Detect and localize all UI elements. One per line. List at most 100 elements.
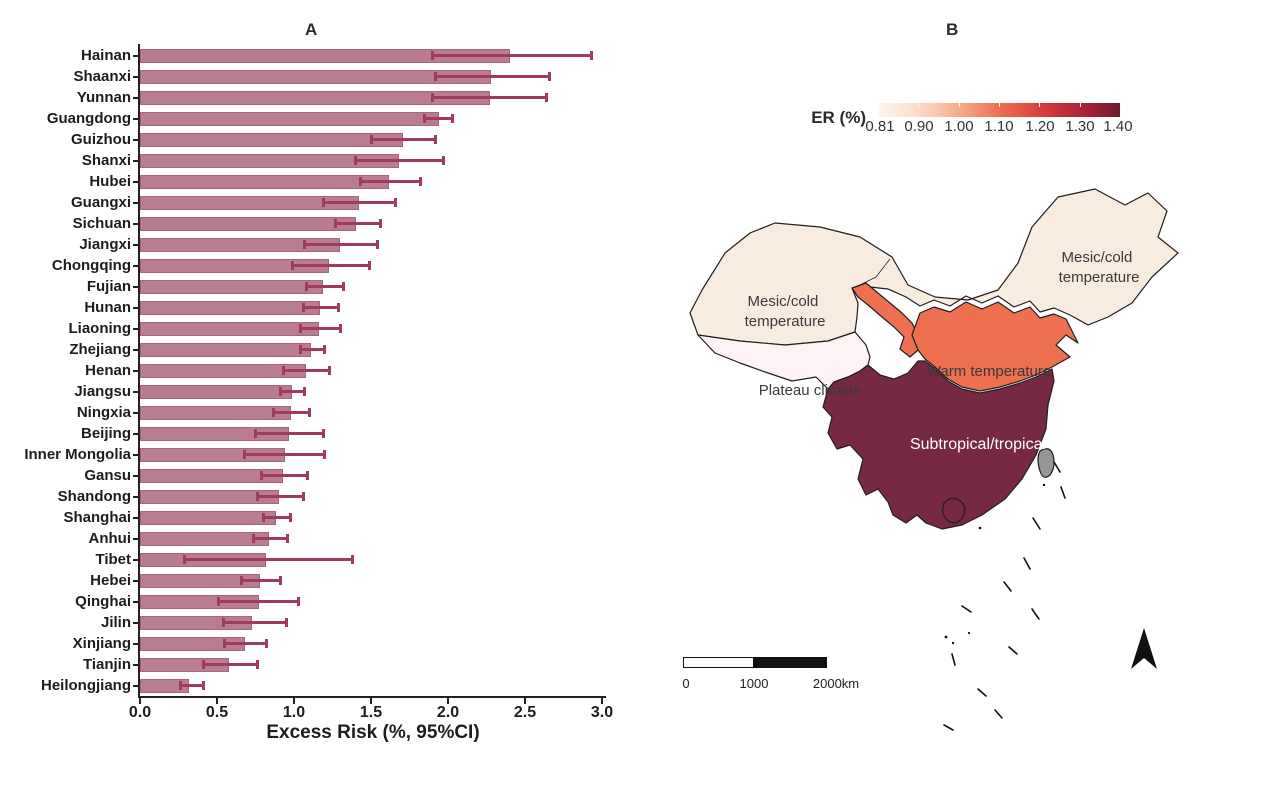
error-bar — [323, 201, 396, 204]
bar-label: Shandong — [57, 488, 131, 505]
y-tick — [133, 243, 138, 246]
y-tick — [133, 390, 138, 393]
error-bar-cap — [272, 408, 276, 417]
error-bar — [223, 621, 287, 624]
x-tick-label: 3.0 — [590, 704, 614, 721]
scalebar-white-segment — [683, 657, 754, 668]
y-tick — [133, 579, 138, 582]
colorbar-tick-label: 0.81 — [865, 118, 895, 135]
error-bar-cap — [304, 282, 308, 291]
error-bar-cap — [240, 576, 244, 585]
y-tick — [133, 348, 138, 351]
error-bar-cap — [548, 72, 552, 81]
error-bar — [300, 327, 341, 330]
error-bar-cap — [354, 156, 358, 165]
error-bar-cap — [254, 429, 257, 438]
map-region-warm-east — [911, 301, 1079, 392]
bar — [140, 510, 276, 525]
error-bar-cap — [341, 282, 345, 291]
bar-label: Shaanxi — [73, 68, 131, 85]
bar-label: Jilin — [100, 614, 131, 631]
bar-label: Gansu — [84, 467, 131, 484]
error-bar-cap — [303, 240, 307, 249]
y-tick — [133, 369, 138, 372]
legend-title: ER (%) — [811, 108, 866, 127]
error-bar-cap — [321, 429, 325, 438]
x-tick-label: 0.5 — [205, 704, 229, 721]
bar — [140, 405, 291, 420]
y-tick — [133, 558, 138, 561]
map-label-warm: Warm temperature — [927, 363, 1051, 380]
bar-label: Jiangsu — [74, 383, 131, 400]
bar-chart: Excess Risk (%, 95%CI) Hainan Shaanxi Yunn… — [24, 44, 614, 743]
bar-label: Xinjiang — [72, 635, 131, 652]
error-bar-cap — [369, 135, 373, 144]
bar-label: Liaoning — [68, 320, 132, 337]
y-tick — [133, 537, 138, 540]
y-tick — [133, 201, 138, 204]
error-bar — [304, 243, 378, 246]
error-bar-cap — [278, 387, 282, 396]
error-bar-cap — [264, 639, 268, 648]
error-bar-cap — [278, 576, 282, 585]
error-bar-cap — [261, 513, 265, 522]
error-bar-cap — [451, 114, 455, 123]
x-tick-label: 1.5 — [359, 704, 383, 721]
x-tick — [370, 698, 372, 704]
x-tick — [139, 698, 141, 704]
error-bar-cap — [431, 51, 435, 60]
y-tick — [133, 180, 138, 183]
error-bar — [184, 558, 353, 561]
error-bar-cap — [545, 93, 549, 102]
colorbar-tick — [918, 103, 920, 107]
error-bar — [280, 390, 305, 393]
error-bar-cap — [589, 51, 593, 60]
colorbar-tick — [1079, 103, 1081, 107]
x-tick — [447, 698, 449, 704]
y-axis-line — [138, 44, 140, 698]
bar-label: Hubei — [89, 173, 131, 190]
china-climate-map: Mesic/cold temperature Mesic/cold temper… — [689, 188, 1179, 731]
error-bar-cap — [423, 114, 427, 123]
scalebar-label-1000: 1000 — [739, 676, 769, 691]
error-bar-cap — [221, 618, 225, 627]
y-tick — [133, 96, 138, 99]
bar — [140, 132, 404, 147]
error-bar — [435, 75, 550, 78]
bar-label: Ningxia — [76, 404, 131, 421]
error-bar-cap — [284, 618, 288, 627]
scalebar-label-2000km: 2000km — [812, 676, 860, 691]
error-bar-cap — [290, 261, 294, 270]
error-bar — [241, 579, 281, 582]
error-bar-cap — [375, 240, 379, 249]
bar — [140, 111, 439, 126]
error-bar-cap — [252, 534, 256, 543]
error-bar-cap — [301, 303, 305, 312]
error-bar — [283, 369, 330, 372]
bar-label: Shanxi — [81, 152, 131, 169]
error-bar-cap — [298, 345, 302, 354]
error-bar-cap — [298, 324, 302, 333]
error-bar — [180, 684, 204, 687]
error-bar-cap — [351, 555, 355, 564]
y-tick — [133, 327, 138, 330]
error-bar — [303, 306, 339, 309]
panel-a-title: A — [305, 20, 318, 39]
error-bar-cap — [394, 198, 398, 207]
error-bar — [244, 453, 325, 456]
y-tick — [133, 159, 138, 162]
error-bar — [203, 663, 258, 666]
error-bar-cap — [201, 660, 205, 669]
bar-label: Hunan — [84, 299, 131, 316]
error-bar-cap — [255, 660, 259, 669]
y-tick — [133, 474, 138, 477]
y-tick — [133, 663, 138, 666]
x-tick — [601, 698, 603, 704]
error-bar-cap — [255, 492, 259, 501]
error-bar-cap — [281, 366, 285, 375]
error-bar-cap — [418, 177, 422, 186]
y-tick — [133, 264, 138, 267]
error-bar — [371, 138, 436, 141]
error-bar-cap — [378, 219, 382, 228]
